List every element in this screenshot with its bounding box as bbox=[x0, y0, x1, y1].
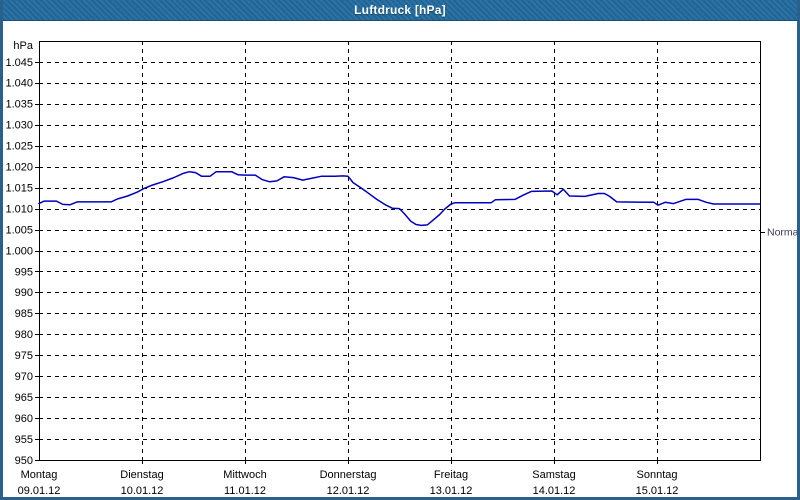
svg-text:990: 990 bbox=[15, 287, 33, 299]
pressure-series-line bbox=[38, 170, 761, 227]
svg-text:985: 985 bbox=[15, 308, 33, 320]
title-bar: Luftdruck [hPa] bbox=[3, 0, 797, 21]
svg-text:1.020: 1.020 bbox=[5, 162, 33, 174]
svg-text:960: 960 bbox=[15, 413, 33, 425]
day-name-label: Samstag bbox=[532, 469, 575, 481]
axis-ticks bbox=[35, 62, 658, 464]
day-name-label: Dienstag bbox=[120, 469, 163, 481]
plot-border bbox=[39, 41, 761, 461]
window-title: Luftdruck [hPa] bbox=[354, 3, 446, 17]
x-axis-labels: Montag 09.01.12 Dienstag 10.01.12 Mittwoch 11… bbox=[18, 469, 679, 497]
svg-text:1.025: 1.025 bbox=[5, 141, 33, 153]
svg-text:980: 980 bbox=[15, 329, 33, 341]
day-name-label: Sonntag bbox=[637, 469, 678, 481]
svg-text:970: 970 bbox=[15, 371, 33, 383]
svg-text:955: 955 bbox=[15, 434, 33, 446]
svg-text:1.015: 1.015 bbox=[5, 182, 33, 194]
day-name-label: Donnerstag bbox=[320, 469, 377, 481]
day-date-label: 14.01.12 bbox=[533, 485, 576, 497]
svg-text:965: 965 bbox=[15, 392, 33, 404]
svg-text:1.040: 1.040 bbox=[5, 78, 33, 90]
svg-text:1.035: 1.035 bbox=[5, 99, 33, 111]
day-name-label: Montag bbox=[21, 469, 58, 481]
day-date-label: 15.01.12 bbox=[636, 485, 679, 497]
day-date-label: 13.01.12 bbox=[430, 485, 473, 497]
day-name-label: Freitag bbox=[434, 469, 468, 481]
svg-text:1.045: 1.045 bbox=[5, 57, 33, 69]
pressure-line-chart: hPa 1.045 1.040 1.035 1.030 1.025 1.020 1.015 1.… bbox=[5, 40, 797, 497]
chart-area: hPa 1.045 1.040 1.035 1.030 1.025 1.020 1.015 1.… bbox=[3, 21, 797, 497]
svg-text:1.030: 1.030 bbox=[5, 120, 33, 132]
day-date-label: 09.01.12 bbox=[18, 485, 61, 497]
day-name-label: Mittwoch bbox=[223, 469, 266, 481]
y-axis-labels: hPa 1.045 1.040 1.035 1.030 1.025 1.020 1.015 1.… bbox=[5, 40, 33, 467]
svg-text:1.010: 1.010 bbox=[5, 203, 33, 215]
svg-text:Normal: Normal bbox=[767, 226, 797, 238]
svg-text:hPa: hPa bbox=[13, 40, 33, 52]
svg-text:995: 995 bbox=[15, 266, 33, 278]
normal-marker: Normal bbox=[760, 226, 797, 238]
day-date-label: 10.01.12 bbox=[121, 485, 164, 497]
day-date-label: 12.01.12 bbox=[327, 485, 370, 497]
grid-lines bbox=[39, 41, 760, 460]
svg-text:950: 950 bbox=[15, 455, 33, 467]
svg-text:1.000: 1.000 bbox=[5, 245, 33, 257]
svg-text:1.005: 1.005 bbox=[5, 224, 33, 236]
svg-text:975: 975 bbox=[15, 350, 33, 362]
day-date-label: 11.01.12 bbox=[224, 485, 266, 497]
